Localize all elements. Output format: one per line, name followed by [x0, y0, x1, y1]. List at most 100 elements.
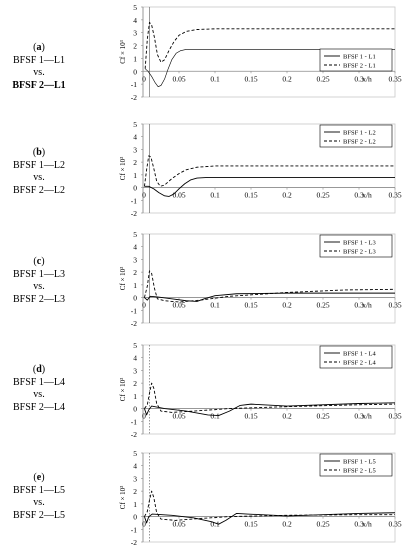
y-tick-label: 4 [133, 462, 137, 471]
x-tick-label: 0.35 [388, 412, 401, 421]
panel-caption-line3: BFSF 2—L4 [13, 401, 65, 413]
y-tick-label: 4 [133, 133, 137, 142]
y-tick-label: 0 [133, 513, 137, 522]
legend: BFSF 1 - L3 BFSF 2 - L3 [319, 234, 393, 258]
series-line-1 [144, 270, 396, 303]
y-tick-label: 3 [133, 366, 137, 375]
x-tick-label: 0.3 [354, 412, 364, 421]
y-tick-label: 0 [133, 67, 137, 76]
legend: BFSF 1 - L2 BFSF 2 - L2 [319, 124, 393, 148]
legend-box [319, 234, 393, 258]
y-axis-label: Cf × 10³ [119, 378, 127, 402]
x-tick-label: 0.35 [388, 74, 401, 83]
panel-caption-line2: vs. [33, 67, 45, 78]
panel-label-d: (d) BFSF 1—L4 vs. BFSF 2—L4 [0, 364, 78, 414]
x-tick-label: 0.1 [210, 412, 220, 421]
x-tick-label: 0.25 [316, 520, 329, 529]
y-tick-label: 4 [133, 354, 137, 363]
y-tick-label: 3 [133, 145, 137, 154]
legend-entry: BFSF 2 - L3 [343, 249, 376, 256]
x-tick-label: 0.35 [388, 301, 401, 310]
x-tick-label-origin: 0 [142, 191, 146, 200]
x-tick-label: 0.15 [244, 301, 257, 310]
series-line-1 [144, 490, 395, 521]
legend-box [319, 48, 393, 72]
series-line-0 [144, 176, 395, 197]
legend: BFSF 1 - L5 BFSF 2 - L5 [319, 453, 393, 477]
y-tick-label: -2 [131, 538, 137, 547]
chart-1: -2 -1 0 1 2 3 4 5 0.05 0.1 0.15 0.2 0.25 0.3 0.35 0 x/h C… [119, 120, 402, 218]
legend-entry: BFSF 2 - L1 [343, 63, 376, 70]
panel-caption-line2: vs. [33, 497, 45, 508]
chart-4: -2 -1 0 1 2 3 4 5 0.05 0.1 0.15 0.2 0.25 0.3 0.35 0 x/h C… [119, 449, 402, 547]
panel-label-c: (c) BFSF 1—L3 vs. BFSF 2—L3 [0, 256, 78, 306]
x-axis-label: x/h [362, 412, 372, 421]
x-tick-label: 0.25 [316, 301, 329, 310]
panel-caption-line2: vs. [33, 172, 45, 183]
panel-caption-line1: BFSF 1—L4 [13, 376, 65, 388]
panel-letter: b [36, 147, 42, 158]
legend-entry: BFSF 1 - L4 [343, 351, 376, 358]
x-tick-label: 0.1 [210, 520, 220, 529]
x-tick-label: 0.15 [244, 520, 257, 529]
panel-label-a: (a) BFSF 1—L1 vs. BFSF 2—L1 [0, 42, 78, 92]
panel-caption-line3: BFSF 2—L2 [13, 184, 65, 196]
x-tick-label: 0.1 [210, 191, 220, 200]
series-line-1 [144, 21, 395, 69]
panel-caption-line3: BFSF 2—L3 [13, 293, 65, 305]
y-tick-label: 3 [133, 29, 137, 38]
y-tick-label: 5 [133, 449, 137, 458]
legend-box [319, 124, 393, 148]
panel-caption-line3: BFSF 2—L1 [12, 79, 66, 91]
legend-box [319, 453, 393, 477]
y-tick-label: -2 [131, 209, 137, 218]
y-tick-label: 1 [133, 392, 137, 401]
y-tick-label: 1 [133, 500, 137, 509]
y-tick-label: -1 [131, 196, 137, 205]
legend-box [319, 345, 393, 369]
y-tick-label: 5 [133, 341, 137, 350]
panel-letter: c [36, 256, 42, 267]
x-tick-label: 0.3 [354, 301, 364, 310]
y-tick-label: 0 [133, 294, 137, 303]
y-tick-label: -2 [131, 430, 137, 439]
y-tick-label: 4 [133, 16, 137, 25]
x-tick-label: 0.3 [354, 74, 364, 83]
x-tick-label: 0.2 [282, 74, 292, 83]
y-tick-label: 2 [133, 379, 137, 388]
legend: BFSF 1 - L1 BFSF 2 - L1 [319, 48, 393, 72]
y-tick-label: -2 [131, 319, 137, 328]
panel-letter: e [36, 472, 42, 483]
x-tick-label: 0.35 [388, 520, 401, 529]
y-tick-label: 2 [133, 42, 137, 51]
y-tick-label: -1 [131, 80, 137, 89]
legend-entry: BFSF 2 - L4 [343, 360, 376, 367]
y-axis-label: Cf × 10³ [119, 486, 127, 510]
series-line-1 [144, 382, 396, 413]
x-tick-label: 0.1 [210, 301, 220, 310]
x-tick-label-origin: 0 [142, 520, 146, 529]
x-tick-label: 0.2 [282, 301, 292, 310]
y-axis-label: Cf × 10³ [119, 40, 127, 64]
x-tick-label-origin: 0 [142, 412, 146, 421]
y-tick-label: 4 [133, 243, 137, 252]
x-tick-label: 0.3 [354, 520, 364, 529]
panel-caption-line1: BFSF 1—L1 [13, 54, 65, 66]
x-tick-label: 0.2 [282, 191, 292, 200]
y-tick-label: 0 [133, 405, 137, 414]
panel-caption-line1: BFSF 1—L5 [13, 484, 65, 496]
legend: BFSF 1 - L4 BFSF 2 - L4 [319, 345, 393, 369]
x-tick-label: 0.25 [316, 191, 329, 200]
series-line-0 [144, 49, 395, 88]
y-tick-label: -1 [131, 306, 137, 315]
x-tick-label: 0.25 [316, 412, 329, 421]
legend-entry: BFSF 1 - L1 [343, 54, 376, 61]
y-tick-label: 5 [133, 230, 137, 239]
x-tick-label: 0.05 [172, 301, 185, 310]
y-tick-label: 3 [133, 255, 137, 264]
x-axis-label: x/h [362, 191, 372, 200]
x-tick-label: 0.05 [172, 412, 185, 421]
x-tick-label-origin: 0 [142, 74, 146, 83]
